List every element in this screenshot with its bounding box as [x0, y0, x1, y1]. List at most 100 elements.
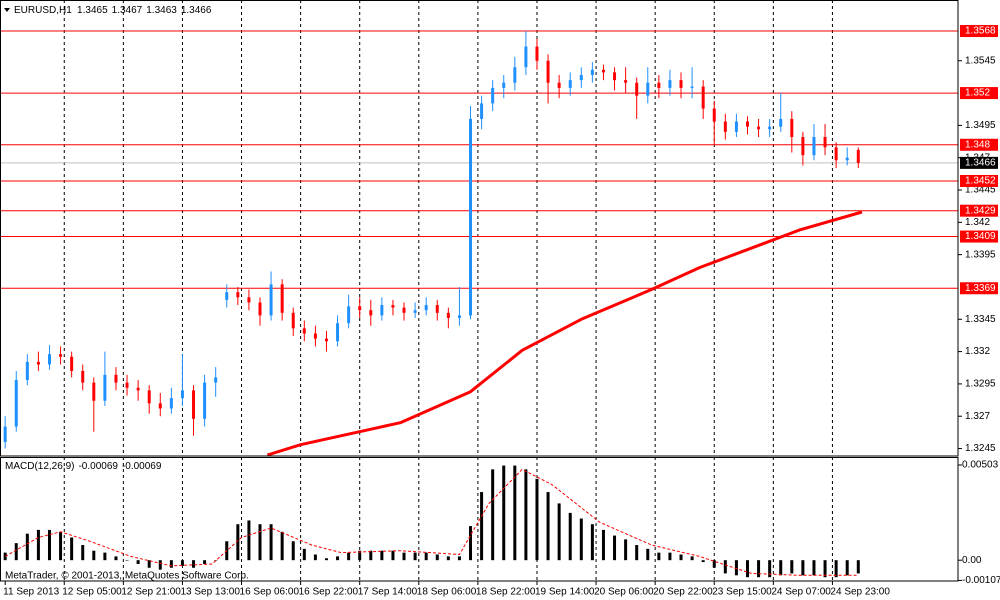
candle-body: [579, 74, 583, 81]
candle-body: [59, 354, 63, 357]
macd-header: MACD(12,26,9) -0.00069 -0.00069: [5, 461, 162, 472]
level-label-box: [960, 282, 998, 295]
level-label: 1.3429: [965, 205, 996, 216]
candle-body: [513, 67, 517, 83]
macd-bar: [568, 512, 572, 561]
symbol: EURUSD,H1: [14, 5, 72, 16]
macd-bar: [125, 560, 129, 561]
candle-body: [757, 126, 761, 130]
candle-body: [336, 323, 340, 342]
x-tick-label: 16 Sep 06:00: [240, 587, 300, 598]
macd-bar: [535, 478, 539, 561]
macd-bar: [834, 560, 838, 578]
candle-body: [613, 72, 617, 81]
macd-bar: [147, 560, 151, 568]
candle-body: [3, 426, 7, 443]
level-label: 1.3409: [965, 231, 996, 242]
x-tick-label: 13 Sep 13:00: [180, 587, 240, 598]
candle-body: [557, 82, 561, 88]
macd-bar: [380, 550, 384, 561]
candle-body: [801, 137, 805, 156]
candle-body: [36, 361, 40, 365]
candle-body: [269, 284, 273, 316]
macd-bar: [391, 550, 395, 561]
y-tick-label: -0.00107: [962, 575, 1000, 586]
candle-body: [723, 121, 727, 132]
candle-body: [502, 82, 506, 88]
macd-bar: [779, 560, 783, 576]
macd-bar: [236, 524, 240, 561]
level-label: 1.348: [965, 139, 990, 150]
menu-triangle[interactable]: [4, 8, 10, 12]
main-panel: [0, 0, 958, 456]
current-price-label: 1.3466: [965, 158, 996, 169]
macd-bar: [402, 552, 406, 561]
macd-bar: [745, 560, 749, 578]
candle-body: [402, 307, 406, 313]
level-label: 1.3369: [965, 283, 996, 294]
candle-body: [657, 82, 661, 88]
macd-bar: [313, 554, 317, 561]
candle-body: [81, 370, 85, 383]
candle-body: [103, 374, 107, 401]
macd-bar: [158, 560, 162, 570]
candle-body: [491, 87, 495, 104]
candle-body: [568, 80, 572, 88]
macd-bar: [757, 560, 761, 578]
x-tick-label: 19 Sep 14:00: [535, 587, 595, 598]
macd-bar: [712, 560, 716, 568]
quote: 1.3465: [77, 5, 108, 16]
macd-bar: [81, 545, 85, 561]
macd-bar: [59, 531, 63, 561]
candle-body: [480, 103, 484, 119]
indicator-value: -0.00069: [122, 461, 162, 472]
candle-body: [668, 80, 672, 88]
macd-panel: [3, 457, 860, 581]
macd-bar: [801, 560, 805, 576]
macd-bar: [635, 545, 639, 561]
macd-bar: [845, 560, 849, 576]
x-tick-label: 18 Sep 22:00: [476, 587, 536, 598]
macd-bar: [723, 560, 727, 574]
macd-bar: [291, 541, 295, 561]
x-tick-label: 18 Sep 06:00: [417, 587, 477, 598]
candle-body: [225, 292, 229, 300]
candle-body: [347, 306, 351, 324]
macd-bar: [624, 539, 628, 561]
candle-body: [214, 377, 218, 383]
macd-bar: [590, 524, 594, 561]
x-tick-label: 16 Sep 22:00: [299, 587, 359, 598]
candle-body: [712, 108, 716, 122]
macd-bar: [258, 524, 262, 561]
macd-bar: [513, 465, 517, 561]
macd-bar: [336, 556, 340, 561]
candle-body: [679, 80, 683, 88]
copyright: MetaTrader, © 2001-2013, MetaQuotes Soft…: [5, 571, 249, 582]
candle-body: [203, 382, 207, 419]
macd-bar: [823, 560, 827, 578]
main-frame: [0, 0, 959, 457]
candle-body: [180, 390, 184, 399]
candle-body: [424, 305, 428, 311]
y-tick-label: 1.332: [965, 346, 990, 357]
candle-body: [125, 382, 129, 388]
candle-body: [734, 121, 738, 132]
candle-body: [701, 86, 705, 109]
candle-body: [358, 306, 362, 311]
candle-body: [413, 310, 417, 313]
macd-bar: [358, 550, 362, 561]
x-tick-label: 17 Sep 14:00: [358, 587, 418, 598]
macd-bar: [856, 560, 860, 574]
x-tick-label: 24 Sep 07:00: [771, 587, 831, 598]
candle-body: [768, 126, 772, 130]
macd-bar: [192, 560, 196, 568]
candle-body: [47, 354, 51, 365]
macd-bar: [601, 529, 605, 561]
macd-bar: [14, 543, 18, 561]
level-label-box: [960, 204, 998, 217]
candle-body: [70, 356, 74, 371]
macd-bar: [103, 552, 107, 561]
candle-body: [280, 284, 284, 313]
